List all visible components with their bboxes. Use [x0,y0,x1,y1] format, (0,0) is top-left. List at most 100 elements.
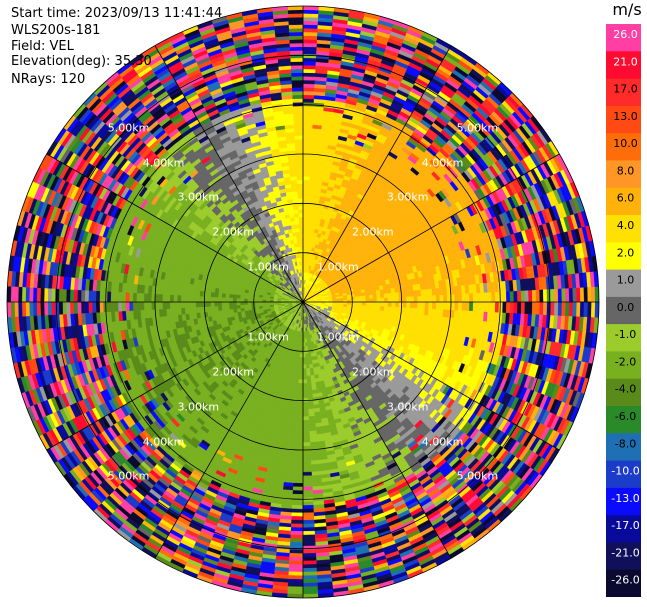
velocity-cell [302,242,307,247]
velocity-cell [402,296,407,303]
velocity-cell [406,296,411,303]
velocity-cell [136,293,141,303]
velocity-cell [84,290,89,303]
velocity-cell [206,291,212,298]
velocity-cell [302,50,317,55]
velocity-cell [247,298,252,303]
velocity-cell [91,301,97,314]
velocity-cell [394,291,400,298]
velocity-cell [420,295,426,303]
velocity-cell [43,301,49,316]
velocity-cell [302,194,309,199]
velocity-cell [295,168,304,173]
velocity-cell [176,295,182,303]
velocity-cell [302,198,309,203]
velocity-cell [25,287,30,303]
velocity-cell [206,296,211,303]
velocity-cell [546,288,552,303]
velocity-cell [250,301,256,305]
velocity-cell [232,301,237,306]
velocity-cell [376,297,381,303]
velocity-cell [517,290,522,303]
velocity-cell [139,293,145,303]
velocity-cell [51,301,56,316]
velocity-cell [180,295,186,303]
velocity-cell [302,116,313,122]
velocity-cell [228,301,234,307]
velocity-cell [513,290,518,303]
velocity-cell [302,190,310,196]
velocity-cell [298,220,304,225]
velocity-cell [287,16,304,22]
velocity-cell [290,183,298,189]
velocity-cell [413,289,418,297]
velocity-cell [302,39,317,44]
velocity-cell [236,298,241,303]
velocity-cell [54,288,60,303]
velocity-cell [297,205,304,210]
velocity-cell [291,90,304,96]
velocity-cell [302,68,316,74]
velocity-cell [302,209,309,214]
velocity-cell [225,305,230,311]
velocity-cell [180,301,186,309]
velocity-cell [302,164,311,170]
velocity-cell [217,292,223,298]
velocity-cell [306,220,312,225]
velocity-cell [368,294,374,299]
velocity-cell [295,231,300,237]
velocity-cell [58,288,64,303]
velocity-cell [221,293,226,299]
velocity-cell [306,231,311,237]
velocity-cell [439,294,444,303]
velocity-cell [398,296,404,303]
velocity-cell [309,172,317,178]
velocity-cell [195,307,201,314]
velocity-cell [288,24,304,29]
velocity-cell [483,292,489,303]
velocity-cell [290,72,304,77]
velocity-cell [169,287,175,296]
velocity-cell [309,165,318,170]
velocity-cell [106,291,112,303]
velocity-cell [409,295,415,303]
velocity-cell [99,291,104,303]
velocity-cell [247,301,252,306]
velocity-cell [302,76,316,81]
velocity-cell [296,179,304,185]
velocity-cell [299,235,304,240]
velocity-cell [293,127,304,133]
velocity-cell [184,289,190,297]
velocity-cell [65,301,71,315]
velocity-cell [166,287,171,296]
velocity-cell [302,235,307,240]
velocity-cell [387,292,392,298]
velocity-cell [10,301,16,318]
velocity-cell [405,290,411,297]
velocity-cell [62,301,67,315]
velocity-cell [298,212,304,218]
velocity-cell [125,292,130,303]
velocity-cell [121,301,126,312]
velocity-cell [210,292,215,298]
velocity-cell [191,301,197,309]
velocity-cell [365,294,370,299]
velocity-cell [218,288,223,294]
velocity-cell [302,246,307,251]
velocity-cell [302,135,312,140]
velocity-cell [579,287,585,303]
velocity-cell [539,289,544,303]
velocity-cell [298,224,304,229]
velocity-cell [147,301,152,311]
velocity-cell [443,294,448,303]
velocity-cell [188,307,193,315]
velocity-cell [554,288,559,303]
velocity-cell [195,290,201,297]
velocity-cell [302,90,315,96]
velocity-cell [307,205,314,211]
velocity-cell [302,20,318,26]
velocity-cell [202,306,208,313]
velocity-cell [136,301,141,311]
velocity-cell [305,253,309,259]
velocity-cell [289,217,295,222]
